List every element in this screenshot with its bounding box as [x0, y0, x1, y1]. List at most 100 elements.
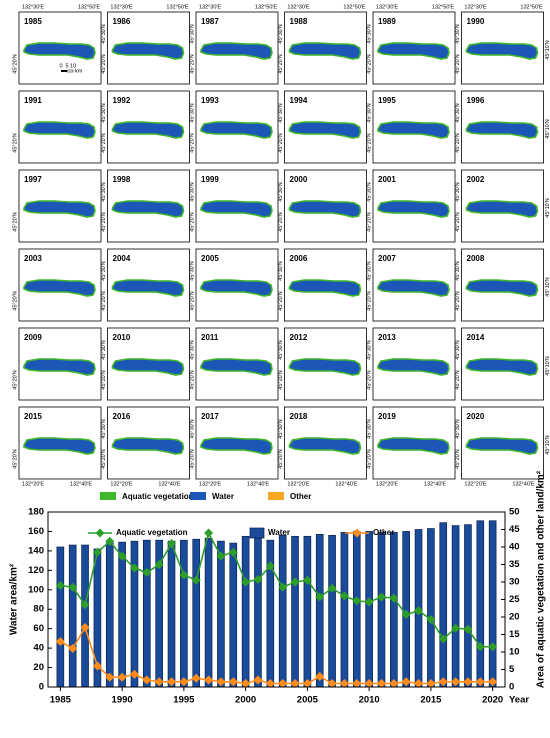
marker [451, 623, 461, 633]
marker [228, 547, 238, 557]
y2-tick-label: 50 [509, 507, 520, 518]
marker [265, 561, 275, 571]
lon-label: 132°40′E [424, 481, 447, 487]
legend-marker [95, 528, 105, 538]
lon-label: 132°50′E [343, 4, 366, 10]
lat-label: 45°30′N [455, 419, 461, 438]
marker [401, 610, 411, 620]
y-tick-label: 0 [39, 682, 44, 693]
y-tick-label: 180 [28, 507, 44, 518]
x-tick-label: 1985 [50, 695, 72, 706]
lake [23, 200, 96, 218]
bar [303, 535, 312, 688]
marker [414, 606, 424, 616]
map-year: 2002 [467, 175, 485, 184]
legend-swatch [268, 492, 284, 500]
y-tick-label: 40 [33, 643, 44, 654]
marker [105, 536, 115, 546]
lat-label: 45°30′N [366, 419, 372, 438]
legend-swatch [249, 527, 265, 539]
plot-frame [47, 511, 506, 688]
marker [414, 679, 424, 688]
lake [111, 358, 185, 376]
marker [488, 677, 498, 687]
lake [377, 200, 450, 218]
lat-label: 45°20′N [101, 291, 107, 310]
lat-label: 45°30′N [366, 182, 372, 201]
x-tick-label: 2010 [359, 695, 380, 706]
marker [290, 577, 300, 587]
y2-tick-label: 0 [509, 682, 514, 693]
lake [377, 42, 450, 60]
lat-label: 45°30′N [455, 340, 461, 359]
lake [465, 279, 539, 297]
map-year: 1992 [113, 96, 131, 105]
lake [377, 121, 450, 139]
marker [401, 677, 411, 687]
marker [228, 677, 238, 687]
lake [111, 200, 185, 218]
y2-tick-label: 20 [509, 612, 520, 623]
legend-label: Water [212, 492, 234, 501]
lat-label: 45°30′N [189, 24, 195, 43]
marker [55, 637, 65, 646]
marker [426, 614, 436, 624]
marker [327, 583, 337, 593]
bar [229, 542, 238, 688]
lat-label: 45°30′N [189, 340, 195, 359]
marker [438, 677, 448, 687]
lat-label: 45°20′N [366, 212, 372, 231]
x-tick-label: 1990 [112, 695, 133, 706]
marker [475, 677, 485, 687]
marker [265, 679, 275, 688]
lon-label: 132°30′E [199, 4, 222, 10]
marker [339, 679, 349, 688]
bar [81, 544, 89, 688]
lake [465, 437, 539, 455]
marker [253, 675, 263, 685]
map-year: 1987 [201, 17, 219, 26]
y2-tick-label: 45 [509, 524, 520, 535]
lat-label: 45°20′N [366, 449, 372, 468]
y-axis-title: Water area/km² [9, 563, 20, 635]
lat-label: 45°30′N [278, 419, 284, 438]
y2-tick-label: 10 [509, 647, 520, 658]
lat-label: 45°30′N [189, 419, 195, 438]
lake [377, 358, 450, 376]
map-year: 1998 [113, 175, 131, 184]
lake [23, 437, 96, 455]
bar [377, 532, 386, 688]
lake [288, 42, 362, 60]
y-tick-label: 60 [33, 623, 44, 634]
bar [254, 537, 262, 688]
lake [288, 358, 362, 376]
lon-label: 132°40′E [247, 481, 270, 487]
map-year: 2001 [378, 175, 396, 184]
bar [315, 534, 324, 688]
lat-label: 45°30′N [366, 340, 372, 359]
lat-label: 45°30′N [101, 419, 107, 438]
lake [465, 42, 539, 60]
lat-label: 45°20′N [189, 291, 195, 310]
map-year: 1994 [290, 96, 308, 105]
lon-label: 132°40′E [158, 481, 181, 487]
lat-label: 45°10′N [545, 119, 550, 138]
marker [179, 677, 189, 687]
lon-label: 132°30′E [110, 4, 133, 10]
marker [129, 669, 139, 679]
marker [216, 551, 226, 561]
scale-bar [61, 70, 67, 72]
bar [488, 520, 497, 688]
bar [439, 522, 448, 688]
map-year: 2005 [201, 254, 219, 263]
map-year: 1988 [290, 17, 308, 26]
y2-tick-label: 15 [509, 629, 520, 640]
lat-label: 45°20′N [278, 212, 284, 231]
lat-label: 45°20′N [455, 54, 461, 73]
bar [68, 544, 77, 688]
scale-unit: km [75, 68, 83, 74]
lon-label: 132°40′E [335, 481, 358, 487]
map-year: 2012 [290, 333, 308, 342]
marker [451, 677, 461, 687]
marker [191, 575, 201, 585]
